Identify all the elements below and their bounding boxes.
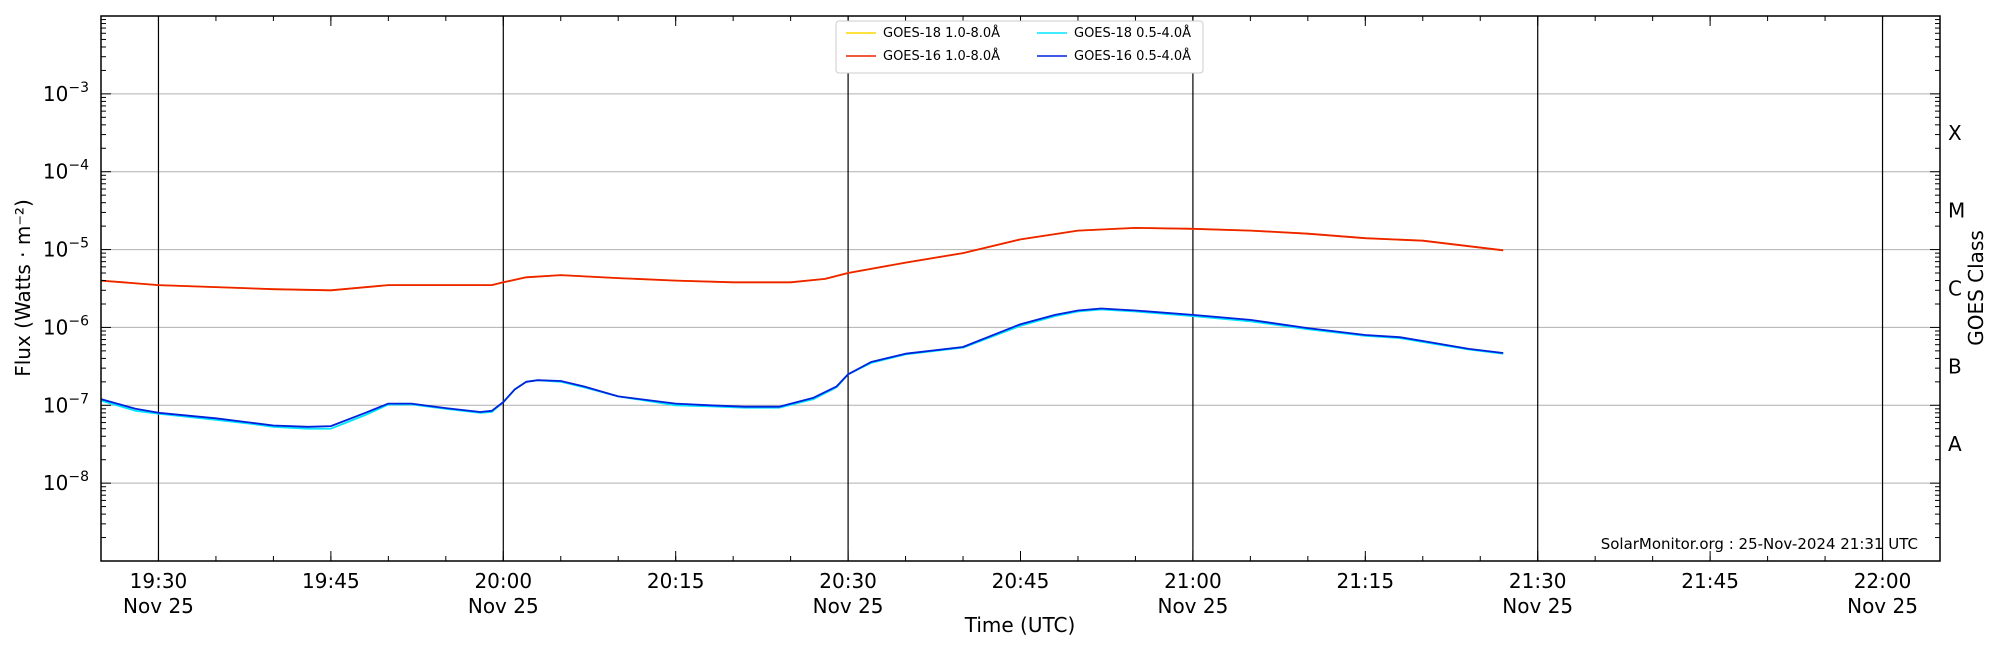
goes-class-label: M — [1948, 199, 1965, 223]
goes-class-label: A — [1948, 432, 1962, 456]
y-tick-exponent: −6 — [68, 313, 89, 329]
y-tick-exponent: −5 — [68, 236, 89, 252]
series-line-3 — [100, 307, 1504, 428]
series-line-2 — [100, 308, 1504, 430]
legend-label: GOES-16 1.0-8.0Å — [883, 48, 1000, 64]
right-axis-label: GOES Class — [1964, 230, 1988, 346]
y-tick-labels: 10−810−710−610−510−410−3 — [43, 80, 89, 495]
y-tick-label: 10−8 — [43, 469, 89, 495]
x-tick-date-label: Nov 25 — [468, 594, 539, 618]
y-tick-label: 10−7 — [43, 391, 89, 417]
x-tick-label: 22:00 — [1854, 569, 1912, 593]
y-tick-exponent: −4 — [68, 158, 89, 174]
x-tick-label: 19:45 — [302, 569, 360, 593]
y-tick-base: 10 — [43, 82, 68, 106]
y-tick-base: 10 — [43, 315, 68, 339]
y-tick-label: 10−4 — [43, 158, 89, 184]
horizontal-grid — [101, 93, 1940, 484]
x-tick-date-label: Nov 25 — [813, 594, 884, 618]
x-tick-label: 20:00 — [474, 569, 532, 593]
y-axis-label: Flux (Watts · m⁻²) — [11, 199, 35, 377]
x-tick-date-label: Nov 25 — [123, 594, 194, 618]
series-line-1 — [100, 226, 1504, 292]
y-tick-label: 10−6 — [43, 313, 89, 339]
x-tick-label: 21:45 — [1681, 569, 1739, 593]
legend: GOES-18 1.0-8.0Å GOES-16 1.0-8.0Å GOES-18 … — [835, 20, 1204, 74]
y-tick-base: 10 — [43, 238, 68, 262]
y-tick-exponent: −8 — [68, 469, 89, 485]
x-tick-date-label: Nov 25 — [1502, 594, 1573, 618]
y-tick-base: 10 — [43, 471, 68, 495]
legend-box — [835, 20, 1204, 74]
legend-label: GOES-18 1.0-8.0Å — [883, 25, 1000, 41]
x-tick-label: 21:00 — [1164, 569, 1222, 593]
x-tick-label: 21:15 — [1336, 569, 1394, 593]
y-tick-base: 10 — [43, 160, 68, 184]
y-tick-base: 10 — [43, 393, 68, 417]
x-axis-label: Time (UTC) — [964, 613, 1076, 637]
goes-class-label: B — [1948, 354, 1962, 378]
legend-label: GOES-16 0.5-4.0Å — [1074, 48, 1191, 64]
x-tick-label: 20:30 — [819, 569, 877, 593]
axis-ticks — [100, 15, 1941, 562]
x-tick-label: 20:45 — [992, 569, 1050, 593]
x-tick-date-label: Nov 25 — [1157, 594, 1228, 618]
x-tick-label: 20:15 — [647, 569, 705, 593]
series-layer — [100, 226, 1504, 430]
goes-class-label: X — [1948, 121, 1962, 145]
y-tick-label: 10−5 — [43, 236, 89, 262]
legend-label: GOES-18 0.5-4.0Å — [1074, 25, 1191, 41]
x-tick-label: 19:30 — [130, 569, 188, 593]
goes-class-label: C — [1948, 277, 1962, 301]
y-tick-label: 10−3 — [43, 80, 89, 106]
x-tick-date-label: Nov 25 — [1847, 594, 1918, 618]
goes-class-labels: A B C M X — [1948, 121, 1965, 456]
vertical-grid — [157, 16, 1884, 561]
y-tick-exponent: −7 — [68, 391, 89, 407]
watermark-text: SolarMonitor.org : 25-Nov-2024 21:31 UTC — [1601, 535, 1918, 553]
x-tick-label: 21:30 — [1509, 569, 1567, 593]
y-tick-exponent: −3 — [68, 80, 89, 96]
